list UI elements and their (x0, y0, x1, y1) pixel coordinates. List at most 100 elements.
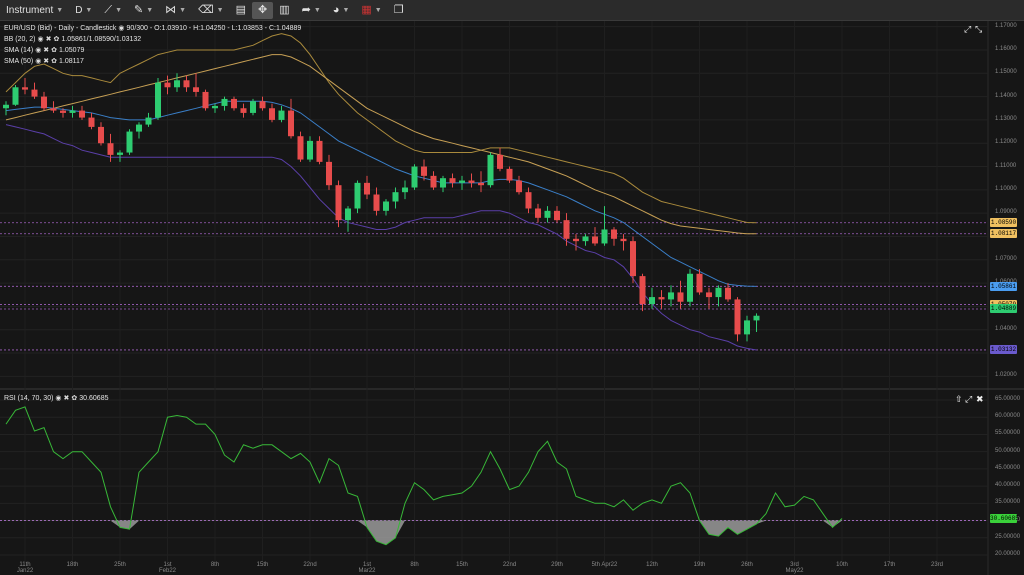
rsi-tick-label: 45.00000 (995, 464, 1021, 471)
trash-button[interactable]: ⌫ ▼ (192, 2, 230, 19)
candle-body (202, 91, 209, 109)
candle-body (478, 182, 484, 186)
candle-body (364, 182, 370, 195)
chevron-down-icon: ▼ (342, 6, 350, 14)
window-button[interactable]: ❐ (388, 2, 410, 19)
candle-body (212, 105, 218, 109)
legend-rsi: RSI (14, 70, 30) ◉ ✖ ✿ 30.60685 (4, 394, 109, 403)
candle-body (307, 140, 313, 160)
candle-body (525, 192, 532, 209)
eye-icon[interactable]: ◉ (55, 395, 62, 402)
candle-body (630, 241, 636, 277)
candle-body (706, 292, 712, 298)
candle-body (250, 101, 256, 113)
gear-icon[interactable]: ✿ (53, 36, 60, 43)
move-up-icon[interactable]: ⇧ (955, 394, 963, 404)
candle-body (411, 166, 418, 188)
candle-body (98, 126, 104, 144)
candle-body (335, 185, 342, 221)
candle-body (601, 229, 608, 244)
chevron-down-icon: ▼ (179, 6, 187, 14)
pencil-button[interactable]: ✎ ▼ (128, 2, 159, 19)
candle-body (582, 236, 589, 242)
close-icon[interactable]: ✖ (45, 36, 52, 43)
legend-bb-values: 1.05861/1.08590/1.03132 (61, 35, 142, 43)
gear-icon[interactable]: ✿ (51, 58, 58, 65)
legend-main: EUR/USD (Bid) - Daily - Candlestick ◉ 90… (4, 24, 301, 33)
price-badge: 1.05861 (990, 281, 1017, 291)
expand-icon[interactable]: ⤢ (964, 24, 972, 34)
candle-body (573, 238, 579, 242)
crosshair-button[interactable]: ✥ (252, 1, 274, 19)
time-tick-label: 11th Jan22 (16, 562, 34, 574)
share-button[interactable]: ➦ ▼ (296, 2, 327, 19)
time-tick-label: 10th (836, 562, 848, 568)
fib-tool-button[interactable]: ⋈ ▼ (159, 2, 192, 19)
legend-sma14-label: SMA (14) (4, 46, 34, 54)
time-tick-label: 1st Feb22 (158, 562, 176, 574)
time-tick-label: 1st Mar22 (358, 562, 376, 574)
legend-bb-label: BB (20, 2) (4, 35, 36, 43)
gear-icon[interactable]: ✿ (71, 395, 78, 402)
legend-rsi-value: 30.60685 (79, 394, 109, 402)
language-button[interactable]: ▦ ▼ (355, 2, 387, 19)
flag-icon: ▦ (361, 3, 372, 16)
candle-body (687, 273, 693, 302)
layout-button[interactable]: ▤ (230, 2, 252, 19)
eye-icon[interactable]: ◉ (118, 25, 125, 32)
theme-button[interactable]: ◕ ▼ (327, 2, 356, 19)
candle-body (715, 287, 722, 298)
close-icon[interactable]: ✖ (63, 395, 70, 402)
candle-body (639, 276, 646, 305)
close-icon[interactable]: ✖ (43, 47, 50, 54)
collapse-icon[interactable]: ⤡ (975, 24, 983, 34)
candle-body (174, 80, 180, 88)
eye-icon[interactable]: ◉ (37, 36, 44, 43)
time-tick-label: 8th (410, 562, 419, 568)
window-icon: ❐ (393, 3, 404, 16)
sma14-line (5, 100, 757, 287)
legend-sma50: SMA (50) ◉ ✖ ✿ 1.08117 (4, 57, 84, 66)
candle-body (658, 297, 665, 300)
candle-body (145, 117, 152, 125)
candle-body (107, 143, 114, 155)
expand-icon[interactable]: ⤢ (965, 394, 973, 404)
time-tick-label: 15th (256, 562, 269, 568)
candle-body (430, 175, 437, 188)
sma50-line (5, 54, 757, 235)
legend-sma50-value: 1.08117 (59, 57, 84, 65)
candle-body (506, 168, 513, 181)
line-tool-button[interactable]: ⟋ ▼ (98, 2, 128, 19)
rsi-tick-label: 50.00000 (995, 447, 1021, 454)
line-tool-icon: ⟋ (104, 3, 113, 16)
close-icon[interactable]: ✖ (43, 58, 50, 65)
chevron-down-icon: ▼ (374, 6, 382, 14)
time-tick-label: 25th (114, 562, 126, 568)
gear-icon[interactable]: ✿ (51, 47, 58, 54)
candle-body (554, 210, 560, 221)
chart-canvas[interactable] (0, 21, 1024, 575)
eye-icon[interactable]: ◉ (35, 47, 42, 54)
price-tick-label: 1.04000 (995, 325, 1017, 332)
instrument-menu[interactable]: Instrument ▼ (0, 2, 69, 19)
chevron-down-icon: ▼ (85, 6, 93, 14)
close-icon[interactable]: ✖ (976, 394, 984, 404)
time-tick-label: 23rd (930, 562, 943, 568)
candle-body (183, 80, 190, 88)
candle-body (278, 110, 285, 120)
candle-body (677, 292, 684, 302)
price-tick-label: 1.17000 (995, 22, 1017, 29)
candle-body (136, 124, 142, 132)
bar-chart-button[interactable]: ▥ (273, 2, 295, 19)
fib-tool-icon: ⋈ (165, 3, 177, 16)
candle-body (468, 180, 475, 183)
timeframe-menu[interactable]: D ▼ (69, 2, 98, 19)
time-tick-label: 18th (66, 562, 79, 568)
time-tick-label: 17th (883, 562, 896, 568)
candle-body (592, 236, 598, 244)
candle-body (611, 229, 617, 239)
candle-body (649, 297, 655, 305)
candle-body (668, 292, 674, 300)
legend-sma50-label: SMA (50) (4, 57, 34, 65)
eye-icon[interactable]: ◉ (35, 58, 42, 65)
